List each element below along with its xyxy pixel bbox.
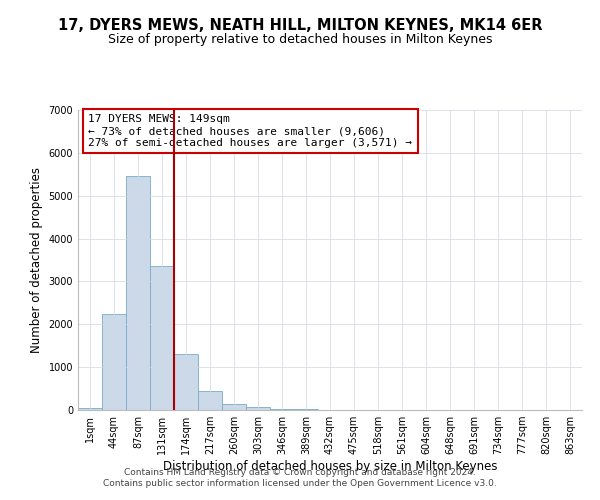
Bar [102,314,126,410]
Bar [270,408,294,410]
Y-axis label: Number of detached properties: Number of detached properties [30,167,43,353]
Text: 17, DYERS MEWS, NEATH HILL, MILTON KEYNES, MK14 6ER: 17, DYERS MEWS, NEATH HILL, MILTON KEYNE… [58,18,542,32]
Bar [246,406,270,410]
Bar [222,404,246,410]
Text: Size of property relative to detached houses in Milton Keynes: Size of property relative to detached ho… [108,32,492,46]
Bar [126,176,150,410]
X-axis label: Distribution of detached houses by size in Milton Keynes: Distribution of detached houses by size … [163,460,497,473]
Bar [150,266,174,410]
Text: 17 DYERS MEWS: 149sqm
← 73% of detached houses are smaller (9,606)
27% of semi-d: 17 DYERS MEWS: 149sqm ← 73% of detached … [88,114,412,148]
Text: Contains HM Land Registry data © Crown copyright and database right 2024.
Contai: Contains HM Land Registry data © Crown c… [103,468,497,487]
Bar [78,408,102,410]
Bar [174,354,198,410]
Bar [198,391,222,410]
